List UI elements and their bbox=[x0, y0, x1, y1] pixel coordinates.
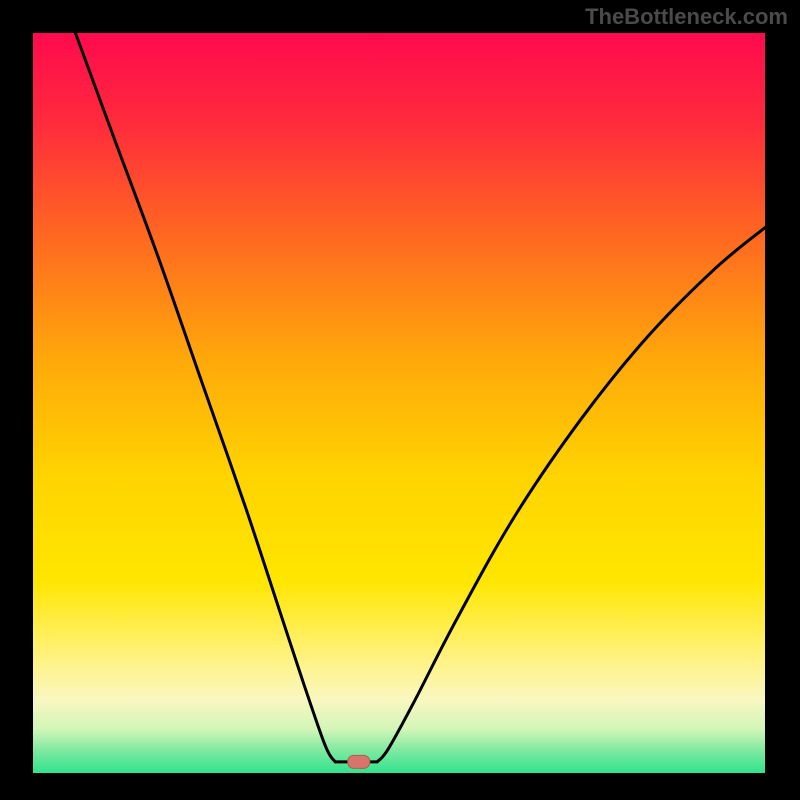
optimal-marker bbox=[348, 755, 370, 768]
watermark-label: TheBottleneck.com bbox=[585, 4, 788, 30]
chart-container: TheBottleneck.com bbox=[0, 0, 800, 800]
gradient-background bbox=[33, 33, 765, 773]
chart-svg bbox=[33, 33, 765, 773]
plot-area bbox=[33, 33, 765, 773]
